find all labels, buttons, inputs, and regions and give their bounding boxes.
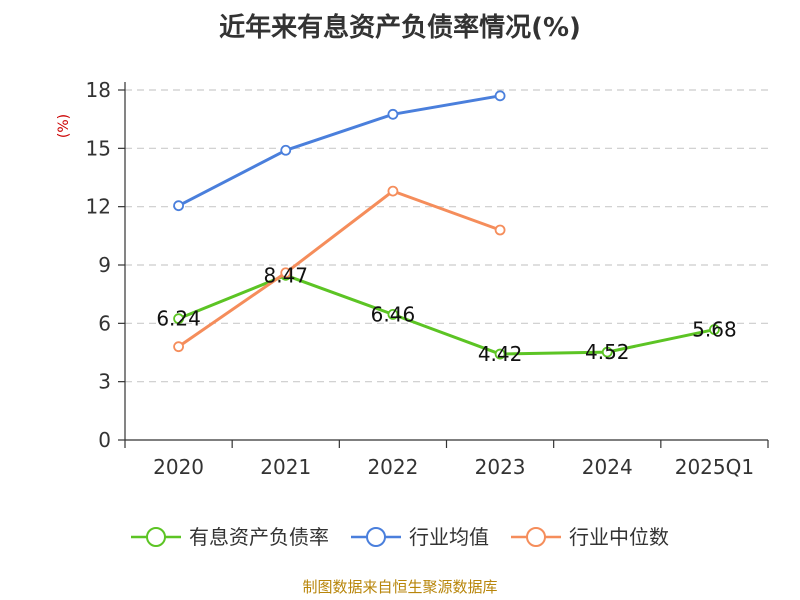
x-tick-label: 2021 <box>260 455 311 479</box>
y-tick-label: 15 <box>86 136 111 160</box>
y-tick-label: 0 <box>98 428 111 452</box>
x-tick-label: 2023 <box>475 455 526 479</box>
legend: 有息资产负债率 行业均值 行业中位数 <box>131 525 669 549</box>
y-axis-label: (%) <box>56 114 72 138</box>
x-tick-label: 2025Q1 <box>675 455 754 479</box>
y-tick-label: 12 <box>86 195 111 219</box>
data-label: 4.42 <box>478 342 523 366</box>
series-0-point <box>494 348 506 360</box>
y-tick-label: 9 <box>98 253 111 277</box>
series-2-point <box>173 341 184 353</box>
series-line-2 <box>177 189 501 348</box>
x-tick-label: 2024 <box>582 455 633 479</box>
series-2-point <box>494 224 506 236</box>
legend-item-0[interactable]: 有息资产负债率 <box>131 525 329 549</box>
series-0-point <box>387 308 399 320</box>
series-0-point <box>601 346 613 358</box>
legend-swatch-marker <box>146 527 166 547</box>
axes <box>118 82 769 448</box>
data-label: 8.47 <box>263 263 308 287</box>
series-1-point <box>173 200 184 212</box>
legend-label: 有息资产负债率 <box>189 525 329 549</box>
y-tick-labels: 0 3 6 9 12 15 18 <box>86 78 111 452</box>
y-tick-label: 6 <box>98 311 111 335</box>
series-1-point <box>494 90 506 102</box>
series-2-point <box>280 267 292 279</box>
series-line-1 <box>177 94 501 208</box>
series-0-point <box>709 324 720 335</box>
series-0-point <box>173 313 184 325</box>
legend-swatch-marker <box>526 527 546 547</box>
x-tick-label: 2020 <box>153 455 204 479</box>
chart-title: 近年来有息资产负债率情况(%) <box>219 12 581 43</box>
legend-item-1[interactable]: 行业均值 <box>351 525 489 549</box>
series-1-point <box>280 144 292 156</box>
x-tick-labels: 2020 2021 2022 2023 2024 2025Q1 <box>153 455 754 479</box>
y-tick-label: 18 <box>86 78 111 102</box>
data-label: 6.24 <box>156 307 201 331</box>
legend-swatch-marker <box>366 527 386 547</box>
series-line-0 <box>178 273 715 356</box>
source-note: 制图数据来自恒生聚源数据库 <box>302 578 497 596</box>
data-label: 4.52 <box>585 340 630 364</box>
data-label: 6.46 <box>371 302 416 326</box>
y-tick-label: 3 <box>98 370 111 394</box>
series-2-point <box>387 185 399 197</box>
series-group <box>173 90 720 360</box>
x-tick-label: 2022 <box>367 455 418 479</box>
legend-label: 行业中位数 <box>569 525 669 549</box>
legend-item-2[interactable]: 行业中位数 <box>511 525 669 549</box>
legend-label: 行业均值 <box>409 525 489 549</box>
data-label: 5.68 <box>692 318 737 342</box>
data-labels: 6.24 8.47 6.46 4.42 4.52 5.68 <box>156 263 736 366</box>
series-1-point <box>387 108 399 120</box>
